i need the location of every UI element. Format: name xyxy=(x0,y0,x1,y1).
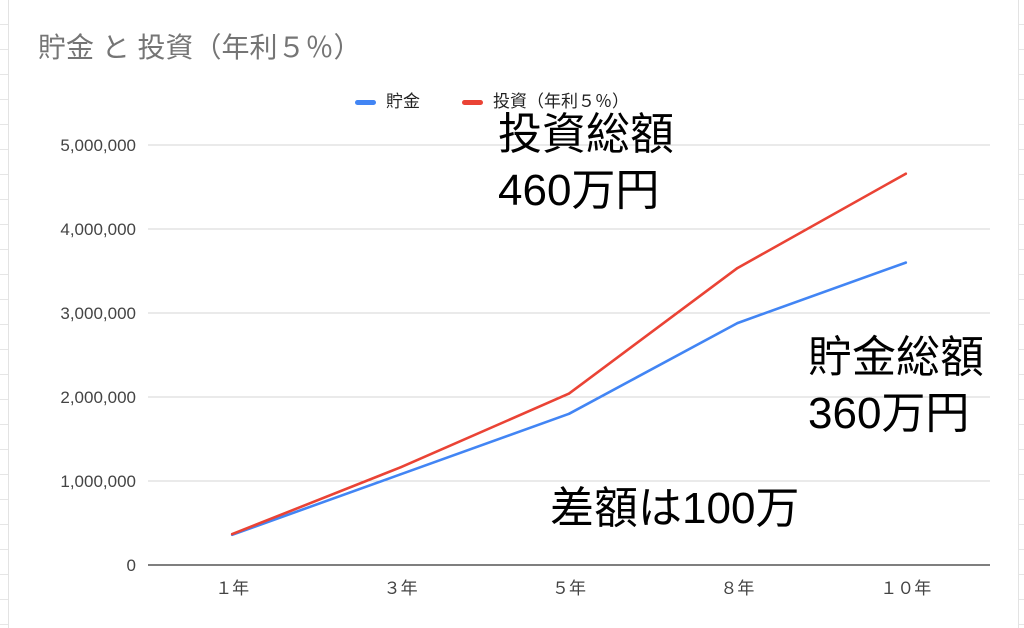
x-tick-label: ８年 xyxy=(720,579,754,598)
y-tick-label: 2,000,000 xyxy=(60,388,136,407)
legend-swatch-investment xyxy=(462,99,483,105)
data-point xyxy=(399,473,402,476)
sheet-gridlines-left xyxy=(0,0,9,628)
annotation-investment-total: 投資総額 460万円 xyxy=(498,107,674,219)
annotation-line: 360万円 xyxy=(808,389,970,438)
y-tick-label: 1,000,000 xyxy=(60,472,136,491)
data-point xyxy=(567,412,571,415)
legend-label-savings: 貯金 xyxy=(386,92,420,111)
chart-title: 貯金 と 投資（年利５％） xyxy=(38,32,362,63)
legend-swatch-savings xyxy=(355,99,376,105)
annotation-line: 貯金総額 xyxy=(808,333,984,382)
data-point xyxy=(904,172,907,175)
annotation-difference: 差額は100万 xyxy=(550,481,799,537)
data-point xyxy=(231,532,234,536)
y-tick-label: 4,000,000 xyxy=(60,220,136,239)
y-tick-label: 5,000,000 xyxy=(60,136,136,155)
data-point xyxy=(736,321,739,325)
annotation-line: 投資総額 xyxy=(498,110,674,159)
legend-label-investment: 投資（年利５％） xyxy=(493,92,629,111)
data-point xyxy=(736,266,739,270)
y-tick-label: 0 xyxy=(127,556,136,575)
annotation-savings-total: 貯金総額 360万円 xyxy=(808,330,984,442)
x-tick-label: １０年 xyxy=(880,579,931,598)
x-tick-label: ５年 xyxy=(552,579,586,598)
data-point xyxy=(567,392,571,395)
annotation-line: 460万円 xyxy=(498,166,660,215)
data-point xyxy=(904,261,907,264)
legend-item-investment[interactable]: 投資（年利５％） xyxy=(462,92,629,112)
annotation-line: 差額は100万 xyxy=(550,484,800,533)
y-tick-label: 3,000,000 xyxy=(60,304,136,323)
legend-item-savings[interactable]: 貯金 xyxy=(355,92,420,112)
sheet-gridlines-right xyxy=(1018,0,1024,628)
data-point xyxy=(399,466,402,469)
x-tick-label: １年 xyxy=(215,579,249,598)
x-tick-label: ３年 xyxy=(384,579,418,598)
